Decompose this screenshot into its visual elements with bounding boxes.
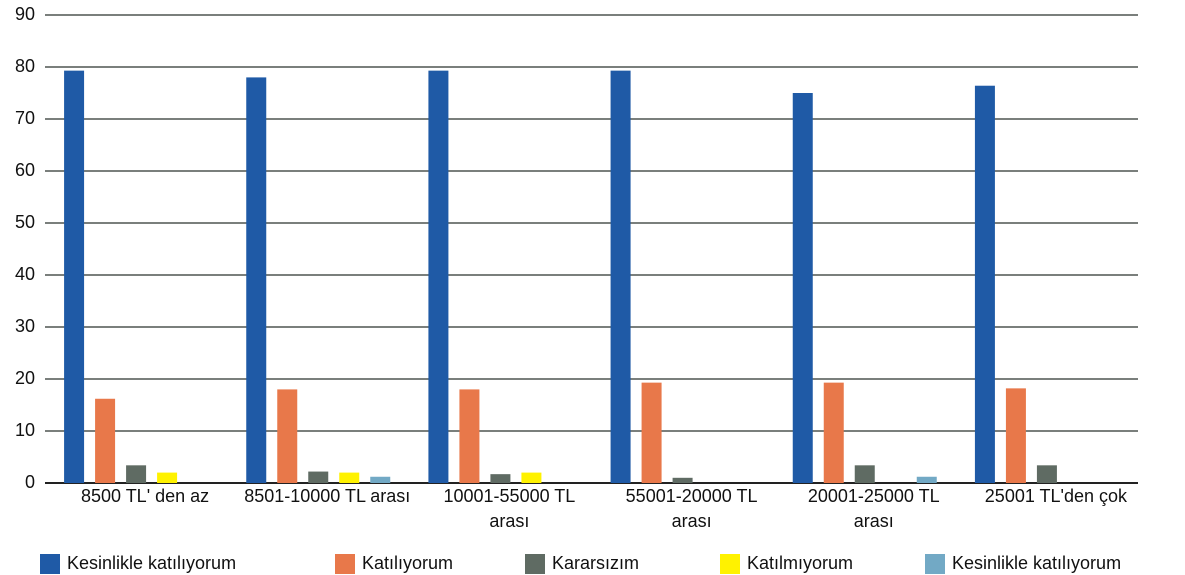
bar — [672, 477, 693, 483]
y-tick-label: 50 — [15, 212, 35, 232]
bar — [1005, 388, 1026, 483]
bar — [641, 382, 662, 483]
y-tick-label: 10 — [15, 420, 35, 440]
bar — [916, 476, 937, 483]
legend-swatch — [40, 554, 60, 574]
y-tick-label: 20 — [15, 368, 35, 388]
y-tick-label: 0 — [25, 472, 35, 492]
legend-swatch — [720, 554, 740, 574]
legend-label: Kararsızım — [552, 553, 639, 573]
legend-label: Katılmıyorum — [747, 553, 853, 573]
x-tick-label: 10001-55000 TL arası — [443, 486, 576, 531]
legend-swatch — [525, 554, 545, 574]
x-tick-label: 25001 TL'den çok — [984, 486, 1128, 506]
bar — [277, 389, 298, 483]
bar — [1036, 465, 1057, 483]
legend-label: Kesinlikle katılıyorum — [952, 553, 1121, 573]
x-tick-label: 20001-25000 TL arası — [807, 486, 940, 531]
bar — [854, 465, 875, 483]
x-tick-label: 8500 TL' den az — [80, 486, 210, 506]
bar — [308, 471, 329, 483]
bar — [610, 70, 631, 483]
x-tick-label: 8501-10000 TL arası — [244, 486, 411, 506]
legend-label: Kesinlikle katılıyorum — [67, 553, 236, 573]
y-tick-label: 70 — [15, 108, 35, 128]
legend-label: Katılıyorum — [362, 553, 453, 573]
y-tick-label: 60 — [15, 160, 35, 180]
bar — [823, 382, 844, 483]
bar — [792, 93, 813, 483]
bar — [490, 474, 511, 483]
bar — [339, 472, 360, 483]
bar — [370, 476, 391, 483]
bar — [126, 465, 147, 483]
bar — [157, 472, 178, 483]
legend-swatch — [925, 554, 945, 574]
bar — [64, 70, 85, 483]
y-tick-label: 90 — [15, 4, 35, 24]
y-tick-label: 40 — [15, 264, 35, 284]
bar — [521, 472, 542, 483]
legend-swatch — [335, 554, 355, 574]
bar — [428, 70, 449, 483]
x-tick-label: 55001-20000 TL arası — [625, 486, 758, 531]
bar — [459, 389, 480, 483]
y-tick-label: 80 — [15, 56, 35, 76]
bar — [246, 77, 267, 484]
bar — [974, 85, 995, 483]
y-tick-label: 30 — [15, 316, 35, 336]
bar — [95, 398, 116, 483]
